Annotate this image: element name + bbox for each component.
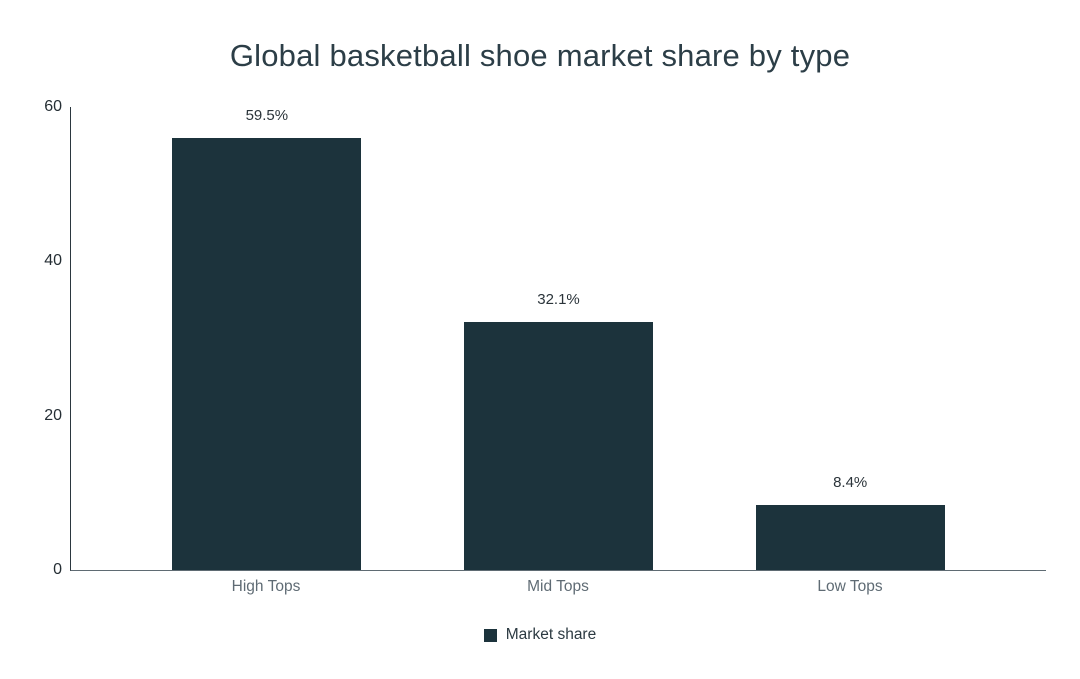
- bar-group: 59.5%: [121, 107, 413, 570]
- bar-value-label: 59.5%: [245, 107, 289, 124]
- chart-title: Global basketball shoe market share by t…: [229, 38, 851, 73]
- bar-group: 32.1%: [413, 107, 705, 570]
- y-tick-label: 20: [44, 406, 62, 424]
- y-tick-label: 40: [44, 252, 62, 270]
- bar: [172, 138, 362, 570]
- bar-value-label: 8.4%: [833, 474, 868, 492]
- bar-value-label: 32.1%: [537, 291, 580, 309]
- x-tick-label: Low Tops: [817, 578, 883, 595]
- y-tick-label: 60: [44, 98, 62, 115]
- legend: Market share: [0, 626, 1080, 644]
- bar-group: 8.4%: [704, 107, 996, 570]
- plot-area: 0 20 40 60 59.5% 32.1% 8.4%: [44, 98, 1046, 578]
- y-tick-label: 0: [53, 561, 62, 578]
- legend-swatch-icon: [483, 628, 497, 642]
- x-axis-tick-labels: High Tops Mid Tops Low Tops: [70, 578, 1046, 596]
- legend-label: Market share: [505, 626, 597, 643]
- bar: [464, 322, 653, 570]
- x-tick-label: Mid Tops: [527, 578, 589, 595]
- x-tick-label: High Tops: [231, 578, 301, 595]
- bars-row: 59.5% 32.1% 8.4%: [71, 107, 1046, 570]
- bar: [755, 505, 945, 570]
